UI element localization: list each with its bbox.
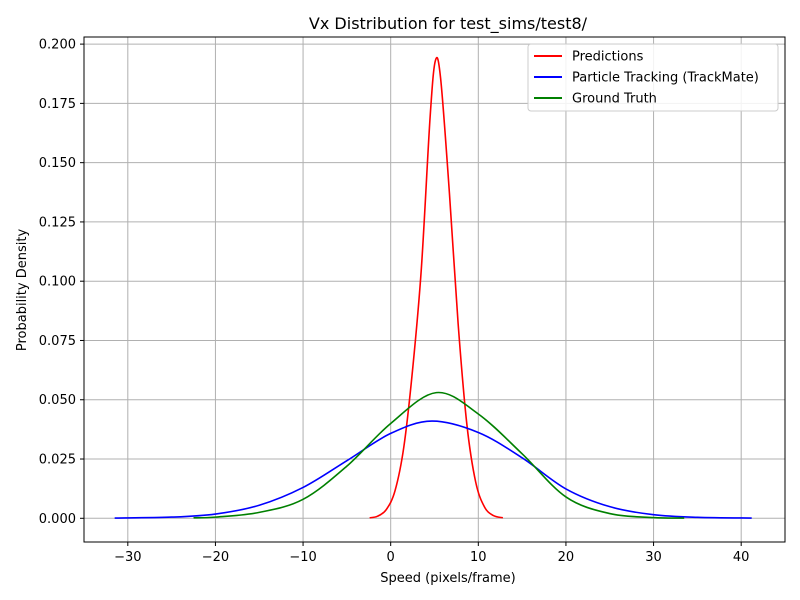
y-tick-label: 0.050: [39, 393, 76, 408]
series-layer: [114, 56, 752, 519]
x-tick-label: −20: [202, 550, 229, 565]
x-axis-label: Speed (pixels/frame): [380, 571, 516, 586]
x-tick-label: 0: [387, 550, 395, 565]
y-tick-label: 0.000: [39, 512, 76, 527]
x-tick-label: 20: [558, 550, 575, 565]
x-tick-label: 10: [470, 550, 487, 565]
series-line-particle-tracking-trackmate: [114, 420, 752, 519]
legend-label-predictions: Predictions: [572, 50, 644, 65]
y-axis-label: Probability Density: [15, 229, 30, 352]
series-line-predictions: [369, 56, 504, 519]
y-axis: 0.000 0.025 0.050 0.075 0.100 0.125 0.150 0.175…: [39, 38, 84, 527]
legend: Predictions Particle Tracking (TrackMate)…: [527, 43, 779, 112]
series-line-ground-truth: [193, 391, 685, 519]
x-tick-label: −10: [289, 550, 316, 565]
legend-label-particle-tracking-trackmate: Particle Tracking (TrackMate): [572, 71, 759, 86]
x-tick-label: −30: [114, 550, 141, 565]
y-tick-label: 0.150: [39, 156, 76, 171]
y-tick-label: 0.100: [39, 275, 76, 290]
chart-title: Vx Distribution for test_sims/test8/: [309, 14, 588, 34]
x-tick-label: 30: [645, 550, 662, 565]
plot-frame: [83, 36, 786, 543]
y-tick-label: 0.200: [39, 38, 76, 53]
y-tick-label: 0.025: [39, 453, 76, 468]
y-tick-label: 0.125: [39, 215, 76, 230]
y-tick-label: 0.075: [39, 334, 76, 349]
legend-label-ground-truth: Ground Truth: [572, 92, 657, 107]
y-tick-label: 0.175: [39, 97, 76, 112]
x-axis: −30 −20 −10 0 10 20 30 40: [114, 542, 749, 565]
x-tick-label: 40: [733, 550, 750, 565]
legend-box: [527, 43, 779, 112]
